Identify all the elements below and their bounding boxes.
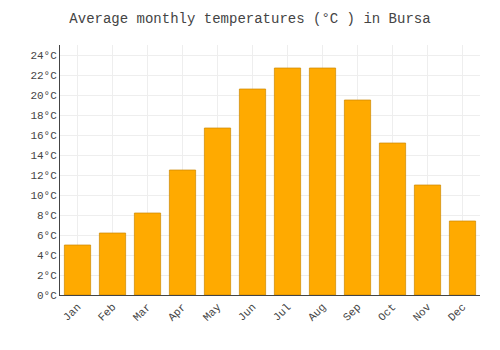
svg-text:4°C: 4°C xyxy=(37,250,57,262)
svg-text:20°C: 20°C xyxy=(30,90,57,102)
svg-text:Aug: Aug xyxy=(306,301,328,323)
svg-text:Jul: Jul xyxy=(271,301,293,323)
svg-text:Sep: Sep xyxy=(341,301,363,323)
svg-text:Jan: Jan xyxy=(61,301,83,323)
svg-text:10°C: 10°C xyxy=(30,190,57,202)
svg-text:0°C: 0°C xyxy=(37,290,57,302)
svg-text:Oct: Oct xyxy=(376,301,398,323)
svg-text:Feb: Feb xyxy=(96,301,118,323)
svg-text:14°C: 14°C xyxy=(30,150,57,162)
svg-text:Dec: Dec xyxy=(446,301,468,323)
svg-text:18°C: 18°C xyxy=(30,110,57,122)
svg-text:Average monthly temperatures (: Average monthly temperatures (°C ) in Bu… xyxy=(69,11,430,27)
svg-text:22°C: 22°C xyxy=(30,70,57,82)
svg-text:16°C: 16°C xyxy=(30,130,57,142)
svg-text:6°C: 6°C xyxy=(37,230,57,242)
svg-text:Apr: Apr xyxy=(166,301,188,323)
svg-text:Jun: Jun xyxy=(236,301,258,323)
svg-text:Nov: Nov xyxy=(411,301,434,324)
svg-text:2°C: 2°C xyxy=(37,270,57,282)
svg-text:24°C: 24°C xyxy=(30,50,57,62)
svg-text:May: May xyxy=(201,301,224,324)
svg-text:12°C: 12°C xyxy=(30,170,57,182)
svg-text:8°C: 8°C xyxy=(37,210,57,222)
svg-text:Mar: Mar xyxy=(131,301,153,323)
